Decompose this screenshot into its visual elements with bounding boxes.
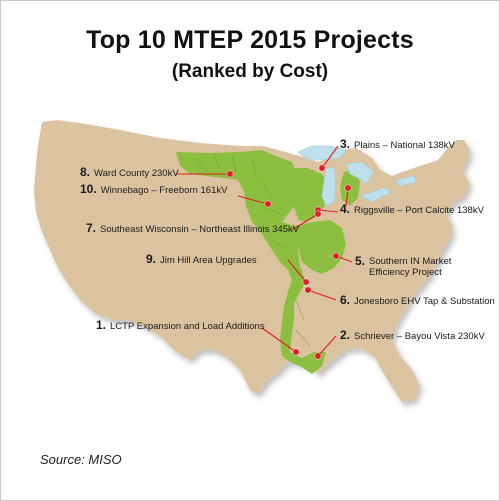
lake-superior	[297, 145, 347, 161]
project-label-5: 5. Southern IN Market Efficiency Project	[355, 254, 452, 278]
map-title: Top 10 MTEP 2015 Projects	[86, 26, 414, 54]
leader-line-4b	[345, 189, 349, 207]
leader-line-1	[261, 327, 297, 353]
project-label-2: 2. Schriever – Bayou Vista 230kV	[340, 328, 485, 342]
leader-line-2	[317, 335, 337, 357]
project-marker-1	[292, 348, 300, 356]
project-marker-3	[318, 164, 326, 172]
project-marker-8	[226, 170, 234, 178]
project-label-7: 7. Southeast Wisconsin – Northeast Illino…	[86, 221, 300, 235]
project-label-10: 10. Winnebago – Freeborn 161kV	[80, 182, 228, 196]
project-marker-5	[332, 252, 340, 260]
source-note: Source: MISO	[40, 452, 122, 467]
leader-line-7	[291, 213, 319, 231]
miso-region-detail	[195, 155, 311, 347]
project-marker-4.5	[344, 184, 352, 192]
leader-line-6	[307, 289, 337, 301]
project-marker-9	[302, 278, 310, 286]
lake-erie	[359, 187, 393, 203]
leader-line-10	[237, 195, 269, 205]
map-subtitle: (Ranked by Cost)	[171, 61, 329, 82]
lake-huron	[345, 161, 375, 185]
project-label-6: 6. Jonesboro EHV Tap & Substation	[340, 293, 495, 307]
project-marker-7	[314, 210, 322, 218]
project-marker-2	[314, 352, 322, 360]
lake-ontario	[395, 175, 417, 187]
project-label-4: 4. Riggsville – Port Calcite 138kV	[340, 202, 484, 216]
project-label-8: 8. Ward County 230kV	[80, 165, 179, 179]
us-landmass	[34, 120, 470, 402]
project-label-1: 1. LCTP Expansion and Load Additions	[96, 318, 265, 332]
leader-line-9	[287, 259, 307, 283]
project-marker-10	[264, 200, 272, 208]
lake-michigan	[321, 167, 337, 207]
project-label-9: 9. Jim Hill Area Upgrades	[146, 252, 257, 266]
project-marker-6	[304, 286, 312, 294]
leader-line-3	[321, 145, 339, 169]
great-lakes	[297, 145, 417, 207]
project-label-3: 3. Plains – National 138kV	[340, 137, 455, 151]
